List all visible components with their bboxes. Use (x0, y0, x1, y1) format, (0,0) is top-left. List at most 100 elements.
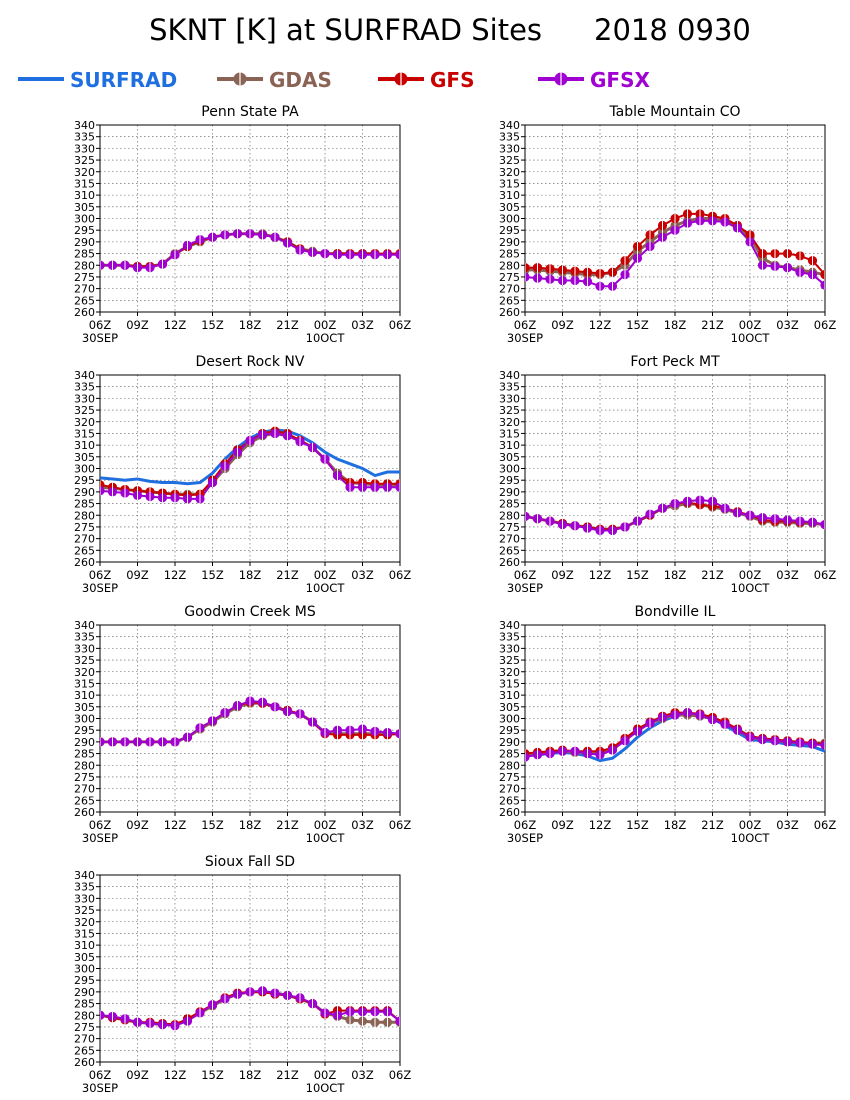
x-date-label: 30SEP (82, 1081, 118, 1095)
y-tick-label: 305 (74, 451, 95, 464)
y-tick-label: 325 (74, 904, 95, 917)
panel-fort-peck-mt: Fort Peck MT2602652702752802852902953003… (499, 354, 836, 595)
point-gfsx (525, 752, 530, 762)
x-date-label: 10OCT (306, 331, 346, 345)
x-tick-label: 06Z (89, 318, 112, 332)
x-tick-label: 15Z (201, 318, 224, 332)
grid (100, 375, 400, 562)
y-tick-label: 275 (499, 271, 520, 284)
y-tick-label: 325 (74, 154, 95, 167)
x-date-label: 30SEP (82, 831, 118, 845)
y-tick-label: 330 (74, 892, 95, 905)
y-tick-label: 305 (74, 201, 95, 214)
y-tick-label: 290 (499, 486, 520, 499)
y-tick-label: 290 (499, 736, 520, 749)
y-tick-label: 285 (74, 498, 95, 511)
x-tick-label: 09Z (126, 818, 149, 832)
y-tick-label: 300 (499, 213, 520, 226)
panel-table-mountain-co: Table Mountain CO 26026527027528028529029… (499, 104, 836, 345)
y-tick-label: 270 (74, 533, 95, 546)
y-tick-label: 315 (74, 177, 95, 190)
x-date-label: 30SEP (82, 331, 118, 345)
y-tick-label: 275 (74, 771, 95, 784)
x-tick-label: 06Z (389, 568, 412, 582)
series-area (525, 708, 825, 763)
y-tick-label: 265 (499, 794, 520, 807)
series-area (100, 696, 400, 747)
point-gfsx (820, 740, 825, 750)
y-tick-label: 300 (74, 713, 95, 726)
y-axis: 2602652702752802852902953003053103153203… (74, 369, 100, 569)
series-area (100, 229, 400, 273)
panel-title: Penn State PA (201, 104, 299, 120)
x-tick-label: 03Z (351, 318, 374, 332)
x-tick-label: 21Z (276, 818, 299, 832)
y-tick-label: 280 (74, 1009, 95, 1022)
x-tick-label: 06Z (389, 1068, 412, 1082)
y-tick-label: 315 (499, 427, 520, 440)
y-tick-label: 295 (74, 224, 95, 237)
y-tick-label: 280 (74, 259, 95, 272)
y-tick-label: 280 (499, 509, 520, 522)
y-tick-label: 270 (74, 283, 95, 296)
y-tick-label: 340 (74, 119, 95, 132)
x-date-label: 30SEP (82, 581, 118, 595)
grid (100, 125, 400, 312)
legend-entry-gfs: GFS (378, 68, 474, 92)
x-tick-label: 06Z (514, 818, 537, 832)
y-tick-label: 320 (499, 416, 520, 429)
point-gfsx (395, 250, 400, 260)
x-tick-label: 12Z (164, 318, 187, 332)
x-tick-label: 12Z (164, 568, 187, 582)
x-tick-label: 15Z (201, 568, 224, 582)
x-tick-label: 09Z (551, 568, 574, 582)
y-tick-label: 315 (74, 677, 95, 690)
point-gfsx (395, 1016, 400, 1026)
panel-desert-rock-nv: Desert Rock NV26026527027528028529029530… (74, 354, 411, 595)
y-tick-label: 300 (499, 463, 520, 476)
x-tick-label: 18Z (664, 318, 687, 332)
panel-penn-state-pa: Penn State PA 260265270275280285290295300… (74, 104, 411, 345)
series-area (525, 495, 825, 536)
y-tick-label: 260 (499, 556, 520, 569)
y-tick-label: 320 (74, 166, 95, 179)
figure-date: 2018 0930 (594, 13, 751, 47)
y-tick-label: 310 (74, 939, 95, 952)
y-tick-label: 295 (499, 724, 520, 737)
y-tick-label: 325 (499, 404, 520, 417)
y-tick-label: 270 (499, 283, 520, 296)
series-line-gdas (100, 232, 375, 268)
x-tick-label: 06Z (389, 318, 412, 332)
y-tick-label: 325 (499, 154, 520, 167)
panel-title: Sioux Fall SD (205, 854, 295, 870)
y-tick-label: 265 (499, 294, 520, 307)
y-tick-label: 280 (499, 259, 520, 272)
y-tick-label: 260 (74, 1056, 95, 1069)
x-tick-label: 12Z (164, 818, 187, 832)
x-tick-label: 06Z (814, 818, 837, 832)
y-tick-label: 335 (499, 131, 520, 144)
x-tick-label: 03Z (351, 818, 374, 832)
y-tick-label: 340 (74, 869, 95, 882)
x-date-label: 30SEP (507, 831, 543, 845)
y-tick-label: 300 (74, 463, 95, 476)
y-axis: 2602652702752802852902953003053103153203… (74, 869, 100, 1069)
y-tick-label: 330 (499, 142, 520, 155)
point-gfsx (100, 737, 105, 747)
x-tick-label: 12Z (589, 568, 612, 582)
panel-goodwin-creek-ms: Goodwin Creek MS 260265270275280285290295… (74, 604, 411, 845)
legend-label: GFSX (590, 68, 650, 92)
y-tick-label: 265 (74, 294, 95, 307)
x-tick-label: 00Z (739, 318, 762, 332)
x-tick-label: 09Z (126, 568, 149, 582)
panels: Penn State PA260265270275280285290295300… (74, 104, 836, 1095)
y-tick-label: 260 (499, 306, 520, 319)
x-tick-label: 09Z (551, 318, 574, 332)
y-tick-label: 265 (74, 794, 95, 807)
y-tick-label: 335 (499, 381, 520, 394)
x-tick-label: 00Z (314, 818, 337, 832)
y-axis: 2602652702752802852902953003053103153203… (499, 119, 525, 319)
